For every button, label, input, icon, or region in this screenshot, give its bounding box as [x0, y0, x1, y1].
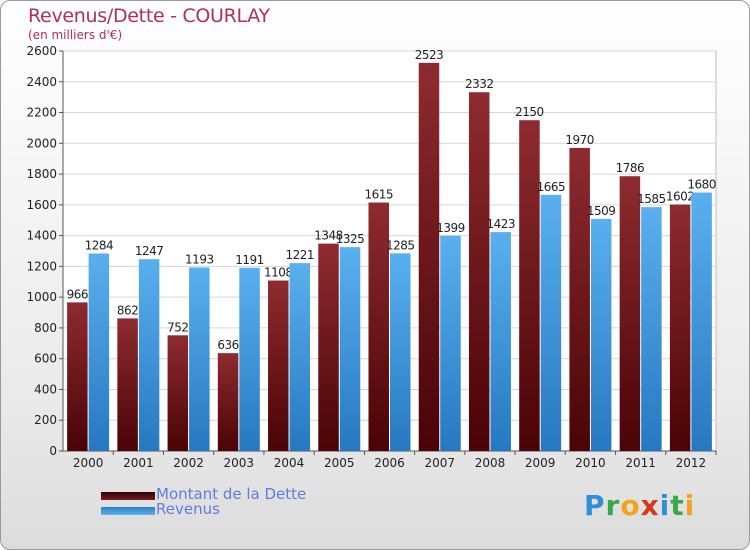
bar-dette	[318, 243, 339, 451]
y-tick-label: 1200	[26, 259, 57, 273]
x-tick-label: 2005	[324, 456, 355, 470]
bar-dette	[368, 202, 389, 451]
data-label-dette: 636	[217, 338, 238, 352]
data-label-revenus: 1284	[85, 238, 114, 252]
data-label-dette: 1615	[364, 188, 393, 202]
data-label-dette: 752	[167, 320, 188, 334]
data-label-dette: 2523	[415, 48, 444, 62]
y-tick-label: 800	[34, 321, 57, 335]
x-tick-label: 2009	[525, 456, 556, 470]
x-tick-label: 2010	[575, 456, 606, 470]
x-tick-label: 2012	[676, 456, 707, 470]
bar-revenus	[691, 192, 712, 452]
legend-label-dette: Montant de la Dette	[156, 485, 307, 503]
y-tick-label: 1400	[26, 229, 57, 243]
y-tick-label: 2600	[26, 44, 57, 58]
legend-label-revenus: Revenus	[156, 500, 220, 518]
data-label-dette: 1786	[616, 161, 645, 175]
bar-dette	[117, 318, 138, 451]
y-tick-label: 2200	[26, 106, 57, 120]
data-label-revenus: 1509	[587, 204, 616, 218]
legend-swatch-revenus	[101, 507, 155, 515]
y-tick-label: 1600	[26, 198, 57, 212]
chart-title: Revenus/Dette - COURLAY	[28, 5, 270, 27]
bar-revenus	[440, 235, 461, 451]
y-tick-label: 1000	[26, 290, 57, 304]
data-label-dette: 966	[67, 287, 88, 301]
data-label-revenus: 1399	[436, 221, 465, 235]
bar-dette	[619, 176, 641, 451]
bar-revenus	[189, 267, 210, 451]
y-tick-label: 0	[49, 444, 57, 458]
data-label-dette: 1108	[264, 266, 293, 280]
y-tick-label: 1800	[26, 167, 57, 181]
x-tick-label: 2001	[123, 456, 154, 470]
bar-dette	[67, 302, 88, 451]
data-label-dette: 1602	[666, 190, 695, 204]
bar-revenus	[88, 253, 110, 451]
data-label-revenus: 1325	[336, 232, 365, 246]
bar-dette	[669, 204, 691, 451]
bar-revenus	[138, 259, 160, 451]
bar-revenus	[239, 267, 260, 451]
bar-dette	[569, 147, 590, 451]
data-label-revenus: 1193	[185, 252, 214, 266]
x-tick-label: 2000	[73, 456, 104, 470]
bar-revenus	[641, 207, 662, 451]
data-label-revenus: 1585	[637, 192, 666, 206]
x-tick-label: 2007	[424, 456, 455, 470]
bar-dette	[468, 92, 490, 451]
bar-dette	[519, 120, 540, 451]
x-tick-label: 2003	[224, 456, 255, 470]
y-tick-label: 2000	[26, 136, 57, 150]
data-label-dette: 1970	[565, 133, 594, 147]
legend-swatch-dette	[101, 492, 155, 500]
data-label-revenus: 1665	[537, 180, 566, 194]
y-tick-label: 600	[34, 352, 57, 366]
y-tick-label: 2400	[26, 75, 57, 89]
proxiti-logo: Proxiti	[584, 489, 696, 522]
data-label-dette: 1348	[314, 229, 343, 243]
x-tick-label: 2002	[173, 456, 204, 470]
data-label-dette: 2150	[515, 105, 544, 119]
y-tick-label: 400	[34, 382, 57, 396]
x-tick-label: 2008	[475, 456, 506, 470]
data-label-dette: 862	[117, 303, 138, 317]
bar-revenus	[490, 232, 511, 451]
bar-dette	[268, 280, 289, 451]
bar-dette	[418, 62, 440, 451]
x-tick-label: 2011	[625, 456, 656, 470]
data-label-revenus: 1191	[235, 253, 264, 267]
y-tick-label: 200	[34, 413, 57, 427]
chart-subtitle: (en milliers d'€)	[28, 28, 123, 42]
bar-dette	[167, 335, 189, 451]
data-label-revenus: 1221	[286, 248, 315, 262]
data-label-revenus: 1247	[135, 244, 164, 258]
bar-revenus	[540, 194, 562, 451]
data-label-revenus: 1423	[486, 217, 515, 231]
bar-revenus	[289, 263, 311, 451]
bar-revenus	[339, 247, 361, 451]
bar-dette	[217, 353, 239, 451]
bar-revenus	[590, 218, 612, 451]
x-tick-label: 2004	[274, 456, 305, 470]
bar-revenus	[390, 253, 411, 451]
x-tick-label: 2006	[374, 456, 405, 470]
data-label-revenus: 1680	[687, 178, 716, 192]
data-label-revenus: 1285	[386, 238, 415, 252]
data-label-dette: 2332	[465, 77, 494, 91]
